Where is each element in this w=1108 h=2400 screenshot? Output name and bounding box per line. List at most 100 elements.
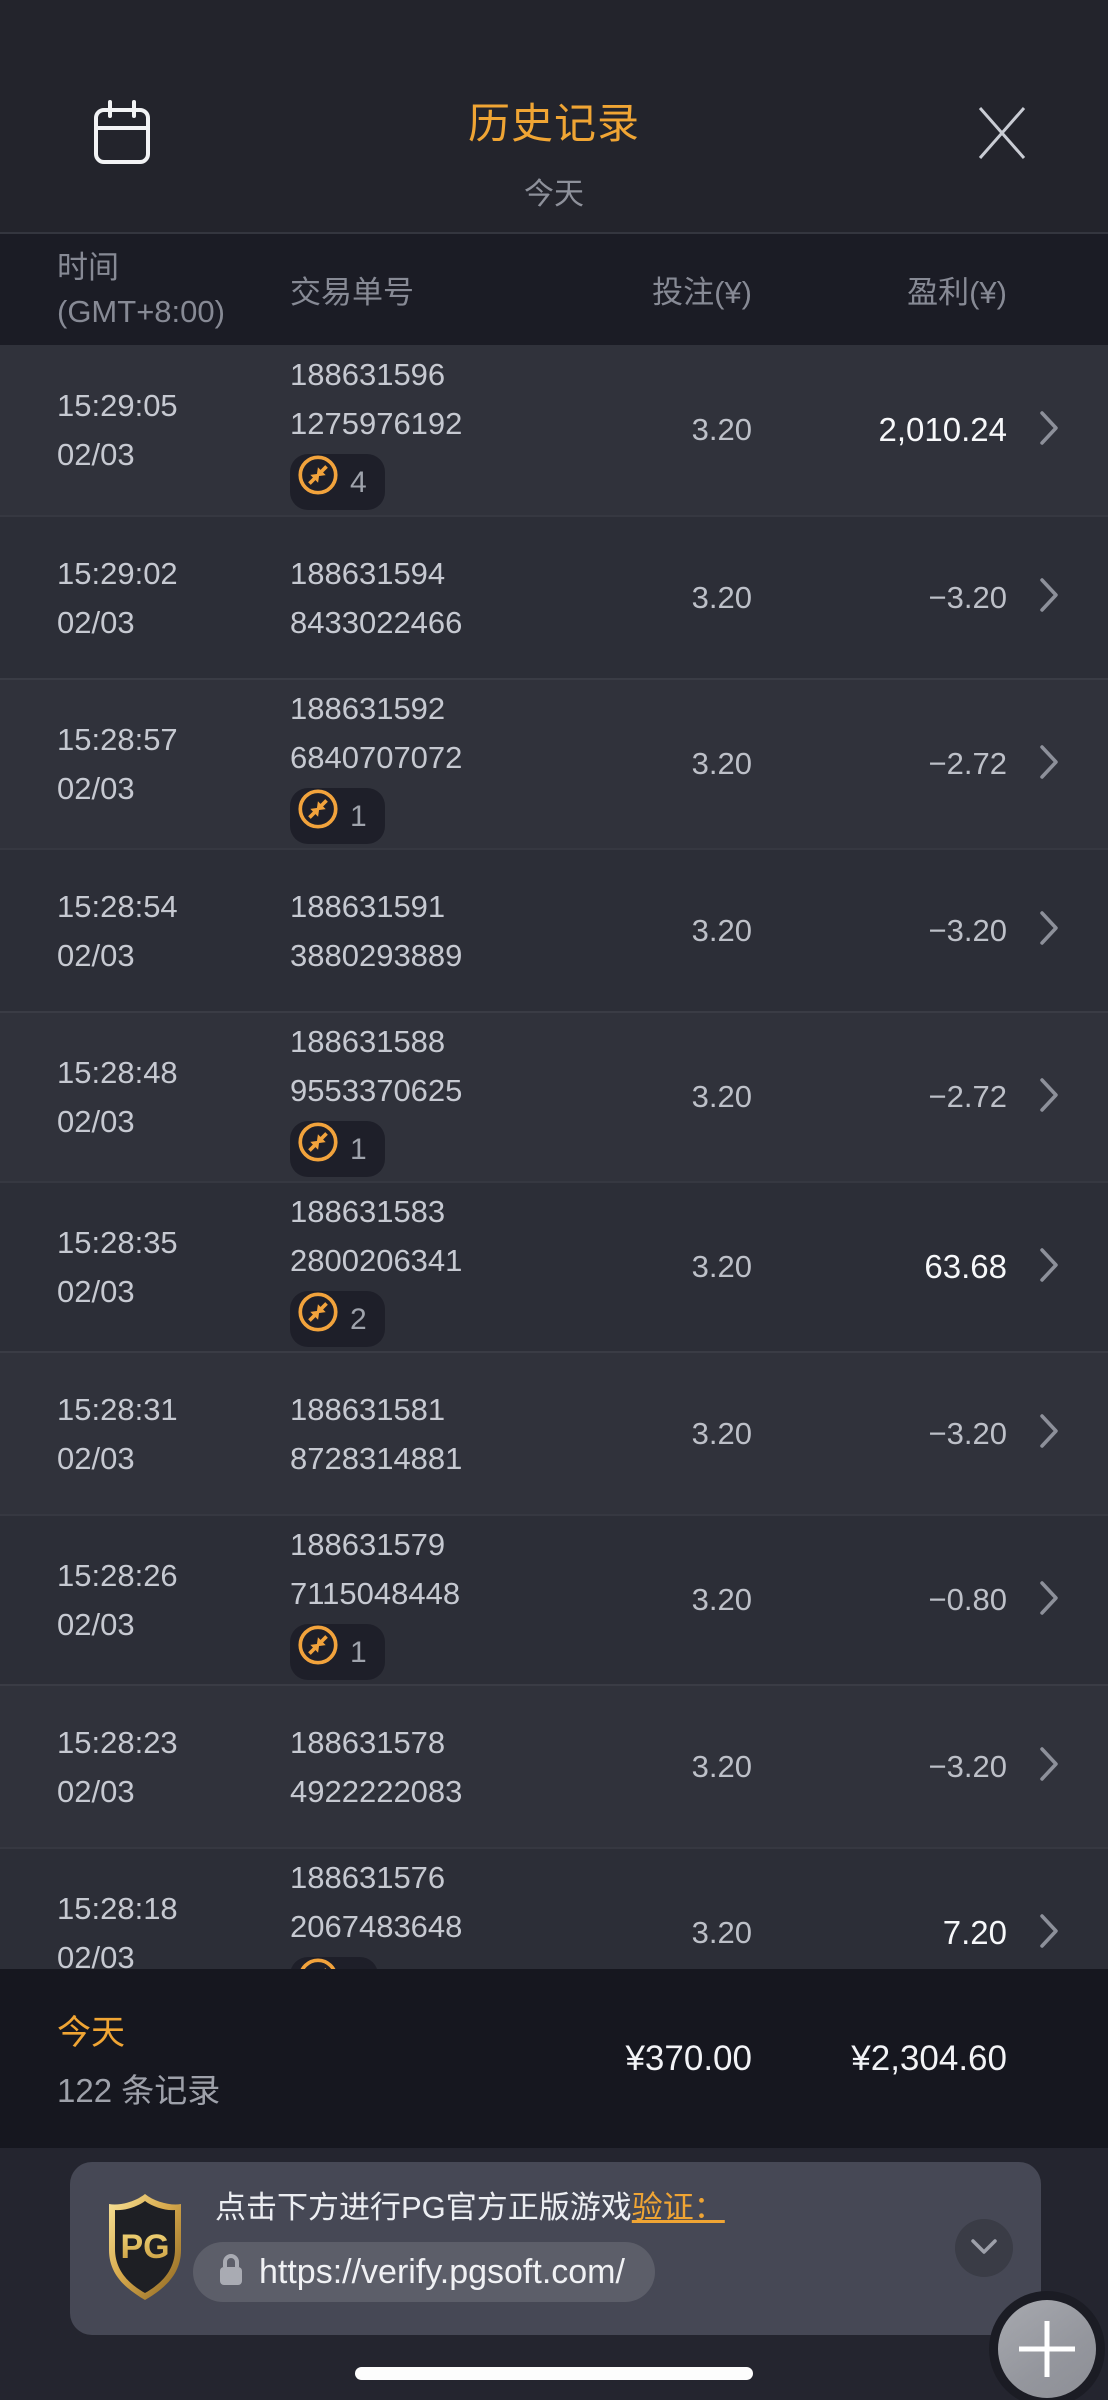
chevron-right-icon xyxy=(1038,576,1060,619)
row-bet: 3.20 xyxy=(691,912,752,948)
verify-link[interactable]: 验证： xyxy=(631,2190,725,2225)
bonus-count: 1 xyxy=(350,799,367,833)
row-chevron xyxy=(1007,1745,1060,1788)
row-profit: 2,010.24 xyxy=(878,411,1007,448)
row-bet: 3.20 xyxy=(691,1915,752,1950)
bonus-badge: 1 xyxy=(290,1624,385,1680)
history-row[interactable]: 15:28:18 02/03 188631576 2067483648 xyxy=(0,1847,1108,1969)
bonus-count: 1 xyxy=(350,1635,367,1669)
history-list: 15:29:05 02/03 188631596 1275976192 xyxy=(0,345,1108,1969)
row-time: 15:28:31 02/03 xyxy=(57,1391,178,1476)
column-order-id: 交易单号 xyxy=(290,275,414,310)
row-chevron xyxy=(1007,409,1060,452)
home-indicator[interactable] xyxy=(355,2367,753,2380)
row-order-id: 188631591 3880293889 xyxy=(290,888,463,973)
chevron-down-icon xyxy=(969,2237,999,2260)
page-subtitle: 今天 xyxy=(524,178,584,211)
row-time: 15:28:57 02/03 xyxy=(57,722,178,806)
history-row[interactable]: 15:28:23 02/03 188631578 4922222083 3.20… xyxy=(0,1684,1108,1847)
history-row[interactable]: 15:28:35 02/03 188631583 2800206341 xyxy=(0,1181,1108,1351)
chevron-right-icon xyxy=(1038,743,1060,786)
chevron-right-icon xyxy=(1038,1912,1060,1955)
row-bet: 3.20 xyxy=(691,412,752,447)
row-order-id: 188631576 2067483648 xyxy=(290,1853,560,1969)
history-row[interactable]: 15:28:26 02/03 188631579 7115048448 xyxy=(0,1514,1108,1684)
row-chevron xyxy=(1007,909,1060,952)
row-bet: 3.20 xyxy=(691,1582,752,1617)
bonus-badge: 2 xyxy=(290,1291,385,1347)
row-time: 15:29:02 02/03 xyxy=(57,555,178,640)
row-order-id: 188631583 2800206341 xyxy=(290,1187,560,1347)
summary-total-bet: ¥370.00 xyxy=(625,2038,752,2078)
row-profit: 63.68 xyxy=(924,1248,1007,1285)
history-row[interactable]: 15:28:31 02/03 188631581 8728314881 3.20… xyxy=(0,1351,1108,1514)
app-header: 历史记录 今天 xyxy=(0,0,1108,232)
verify-url-button[interactable]: https://verify.pgsoft.com/ xyxy=(193,2242,655,2302)
row-profit: −2.72 xyxy=(928,1079,1007,1114)
converging-arrows-icon xyxy=(296,787,340,845)
chevron-right-icon xyxy=(1038,1412,1060,1455)
row-chevron xyxy=(1007,1579,1060,1622)
title-block: 历史记录 今天 xyxy=(0,0,1108,213)
row-bet: 3.20 xyxy=(691,579,752,615)
row-profit: 7.20 xyxy=(942,1914,1007,1951)
row-order-id: 188631581 8728314881 xyxy=(290,1391,463,1476)
summary-total-profit: ¥2,304.60 xyxy=(851,2038,1007,2078)
banner-content: 点击下方进行PG官方正版游戏验证： https://verify.pgsoft.… xyxy=(193,2190,725,2302)
row-profit: −3.20 xyxy=(928,912,1007,948)
row-chevron xyxy=(1007,743,1060,786)
row-profit: −2.72 xyxy=(928,746,1007,781)
history-row[interactable]: 15:28:57 02/03 188631592 6840707072 xyxy=(0,678,1108,848)
row-order-id: 188631578 4922222083 xyxy=(290,1724,463,1809)
row-order-id: 188631594 8433022466 xyxy=(290,555,463,640)
bonus-badge: 4 xyxy=(290,454,385,510)
chevron-right-icon xyxy=(1038,1246,1060,1289)
bonus-badge: 1 xyxy=(290,788,385,844)
calendar-icon xyxy=(88,100,156,171)
banner-message: 点击下方进行PG官方正版游戏验证： xyxy=(215,2190,725,2225)
table-header: 时间 (GMT+8:00) 交易单号 投注(¥) 盈利(¥) xyxy=(0,232,1108,345)
pg-verify-banner: PG 点击下方进行PG官方正版游戏验证： https://verify.pgso… xyxy=(70,2162,1041,2335)
row-order-id: 188631579 7115048448 xyxy=(290,1520,560,1680)
converging-arrows-icon xyxy=(296,1956,340,1969)
row-order-id: 188631596 1275976192 xyxy=(290,350,560,510)
row-order-id: 188631588 9553370625 xyxy=(290,1017,560,1177)
chevron-right-icon xyxy=(1038,1579,1060,1622)
history-row[interactable]: 15:28:54 02/03 188631591 3880293889 3.20… xyxy=(0,848,1108,1011)
history-row[interactable]: 15:28:48 02/03 188631588 9553370625 xyxy=(0,1011,1108,1181)
pg-logo-text: PG xyxy=(120,2228,169,2266)
chevron-right-icon xyxy=(1038,409,1060,452)
history-row[interactable]: 15:29:02 02/03 188631594 8433022466 3.20… xyxy=(0,515,1108,678)
row-bet: 3.20 xyxy=(691,1079,752,1114)
bottom-section: PG 点击下方进行PG官方正版游戏验证： https://verify.pgso… xyxy=(0,2148,1108,2400)
calendar-button[interactable] xyxy=(88,98,156,168)
summary-period: 今天 xyxy=(57,2014,125,2052)
row-bet: 3.20 xyxy=(691,1748,752,1784)
column-time: 时间 (GMT+8:00) xyxy=(57,249,225,329)
row-profit: −3.20 xyxy=(928,1748,1007,1784)
bonus-badge xyxy=(290,1957,378,1969)
row-profit: −3.20 xyxy=(928,579,1007,615)
collapse-banner-button[interactable] xyxy=(955,2219,1013,2277)
history-row[interactable]: 15:29:05 02/03 188631596 1275976192 xyxy=(0,345,1108,515)
row-time: 15:28:18 02/03 xyxy=(57,1891,178,1969)
bonus-count: 4 xyxy=(350,465,367,499)
row-chevron xyxy=(1007,576,1060,619)
row-bet: 3.20 xyxy=(691,1415,752,1451)
close-button[interactable] xyxy=(972,102,1032,164)
converging-arrows-icon xyxy=(296,1120,340,1178)
row-time: 15:28:54 02/03 xyxy=(57,888,178,973)
summary-record-count: 122 条记录 xyxy=(57,2072,221,2109)
lock-icon xyxy=(217,2253,245,2292)
bonus-badge: 1 xyxy=(290,1121,385,1177)
summary-left: 今天 122 条记录 xyxy=(57,2005,560,2112)
row-profit: −3.20 xyxy=(928,1415,1007,1451)
row-time: 15:28:35 02/03 xyxy=(57,1225,178,1309)
row-chevron xyxy=(1007,1412,1060,1455)
summary-bar: 今天 122 条记录 ¥370.00 ¥2,304.60 xyxy=(0,1969,1108,2148)
row-order-id: 188631592 6840707072 xyxy=(290,684,560,844)
add-button[interactable] xyxy=(989,2291,1105,2400)
verify-url: https://verify.pgsoft.com/ xyxy=(259,2252,625,2291)
column-bet: 投注(¥) xyxy=(652,275,752,310)
